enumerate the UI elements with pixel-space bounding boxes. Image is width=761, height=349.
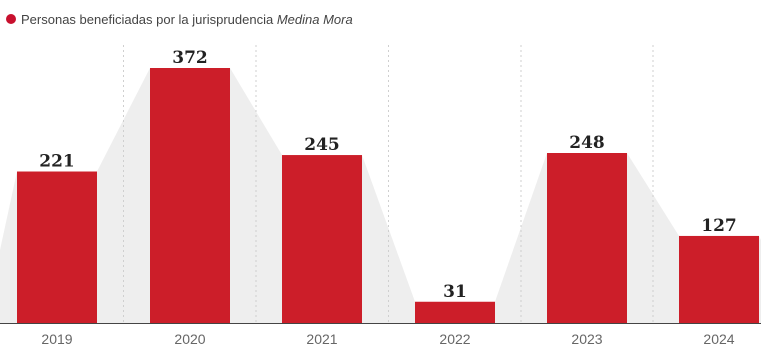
connector-2021-2022 [362, 155, 415, 323]
value-label-2021: 245 [304, 135, 340, 155]
tick-label-2021: 2021 [306, 331, 337, 347]
connector-shapes [0, 68, 761, 323]
connector-2023-2024 [627, 153, 679, 323]
value-label-2024: 127 [701, 216, 737, 236]
legend-emphasis: Medina Mora [276, 11, 353, 27]
tick-label-2023: 2023 [571, 331, 602, 347]
bars [17, 68, 759, 323]
bar-2020 [150, 68, 230, 323]
legend-prefix: Personas beneficiadas por la jurispruden… [21, 11, 277, 27]
tick-label-2020: 2020 [174, 331, 205, 347]
tick-label-2022: 2022 [439, 331, 470, 347]
connector-left-edge [0, 171, 17, 323]
bar-2019 [17, 171, 97, 323]
bar-2024 [679, 235, 759, 323]
legend-text: Personas beneficiadas por la jurispruden… [21, 12, 353, 27]
year-separators [123, 45, 654, 323]
value-label-2023: 248 [569, 133, 605, 153]
bar-2022 [415, 301, 495, 323]
value-label-2020: 372 [172, 48, 208, 68]
bar-2023 [547, 153, 627, 323]
legend: Personas beneficiadas por la jurispruden… [6, 10, 353, 28]
tick-label-2019: 2019 [41, 331, 72, 347]
value-label-2019: 221 [39, 152, 75, 172]
bar-2021 [282, 155, 362, 323]
legend-dot-icon [6, 14, 16, 24]
connector-2022-2023 [495, 153, 547, 323]
tick-label-2024: 2024 [703, 331, 734, 347]
value-labels: 221 372 245 31 248 127 [39, 48, 737, 302]
x-tick-labels: 2019 2020 2021 2022 2023 2024 [41, 331, 734, 347]
value-label-2022: 31 [443, 282, 467, 302]
